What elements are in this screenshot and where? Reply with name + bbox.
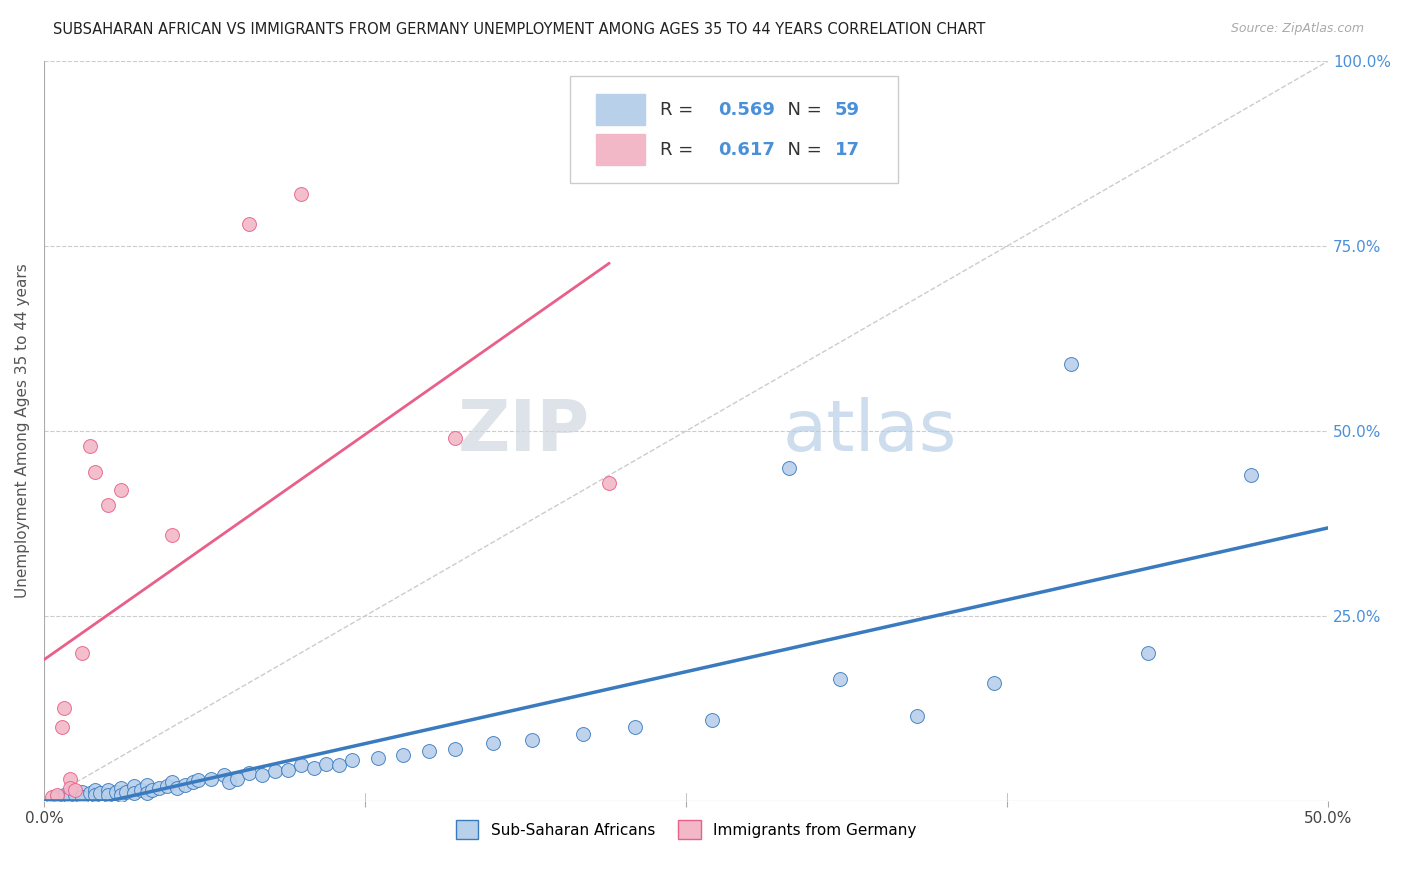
Point: [302, 761, 325, 775]
Point: [110, 788, 132, 802]
Point: [392, 747, 415, 762]
Text: N =: N =: [776, 101, 827, 119]
Point: [135, 778, 157, 792]
Point: [72, 646, 94, 660]
Point: [84, 465, 107, 479]
Point: [1137, 646, 1160, 660]
Text: 0.617: 0.617: [718, 141, 775, 159]
Text: ZIP: ZIP: [457, 397, 589, 466]
Point: [53, 788, 76, 802]
Point: [51, 720, 73, 734]
Text: R =: R =: [661, 141, 699, 159]
Point: [104, 785, 127, 799]
Legend: Sub-Saharan Africans, Immigrants from Germany: Sub-Saharan Africans, Immigrants from Ge…: [450, 814, 922, 845]
Point: [340, 753, 363, 767]
Text: R =: R =: [661, 101, 699, 119]
Point: [290, 758, 312, 772]
Point: [45, 788, 67, 802]
Point: [250, 768, 273, 782]
Point: [58, 790, 80, 805]
Point: [131, 782, 153, 797]
Point: [63, 782, 86, 797]
Text: 59: 59: [835, 101, 860, 119]
Point: [830, 672, 852, 686]
Point: [141, 782, 163, 797]
Text: SUBSAHARAN AFRICAN VS IMMIGRANTS FROM GERMANY UNEMPLOYMENT AMONG AGES 35 TO 44 Y: SUBSAHARAN AFRICAN VS IMMIGRANTS FROM GE…: [53, 22, 986, 37]
Point: [84, 788, 107, 802]
Point: [367, 751, 389, 765]
Point: [444, 431, 467, 445]
Point: [315, 756, 337, 771]
Point: [225, 772, 247, 786]
Point: [264, 764, 287, 779]
Point: [115, 785, 138, 799]
Point: [700, 713, 723, 727]
Point: [444, 742, 467, 756]
Point: [89, 787, 111, 801]
Point: [110, 483, 132, 498]
Point: [277, 763, 299, 777]
Point: [79, 787, 101, 801]
Point: [53, 701, 76, 715]
Point: [482, 736, 505, 750]
Point: [97, 788, 120, 802]
Point: [238, 765, 260, 780]
Point: [418, 743, 440, 757]
Point: [97, 782, 120, 797]
Point: [328, 758, 350, 772]
Point: [110, 780, 132, 795]
Point: [41, 790, 63, 805]
Point: [162, 527, 184, 541]
Point: [238, 217, 260, 231]
Point: [58, 772, 80, 786]
Point: [72, 785, 94, 799]
Point: [1240, 468, 1263, 483]
Point: [212, 768, 235, 782]
Point: [58, 787, 80, 801]
Bar: [596, 95, 645, 126]
Point: [174, 778, 197, 792]
Point: [45, 790, 67, 805]
Point: [187, 773, 209, 788]
Point: [520, 733, 543, 747]
Point: [1060, 358, 1083, 372]
Y-axis label: Unemployment Among Ages 35 to 44 years: Unemployment Among Ages 35 to 44 years: [15, 264, 30, 599]
Point: [148, 780, 170, 795]
Point: [84, 782, 107, 797]
Text: N =: N =: [776, 141, 827, 159]
Text: 0.569: 0.569: [718, 101, 775, 119]
Point: [97, 498, 120, 512]
Point: [218, 775, 240, 789]
Point: [290, 187, 312, 202]
Point: [156, 779, 179, 793]
Point: [166, 780, 188, 795]
Point: [983, 675, 1005, 690]
Point: [200, 772, 222, 786]
Point: [598, 475, 620, 490]
Point: [79, 439, 101, 453]
Point: [778, 461, 800, 475]
Bar: [596, 135, 645, 165]
Point: [58, 780, 80, 795]
Text: atlas: atlas: [782, 397, 956, 466]
Point: [63, 788, 86, 802]
FancyBboxPatch shape: [571, 76, 898, 183]
Point: [122, 779, 145, 793]
Point: [122, 787, 145, 801]
Point: [162, 775, 184, 789]
Point: [181, 775, 204, 789]
Text: 17: 17: [835, 141, 860, 159]
Point: [72, 790, 94, 805]
Point: [572, 727, 595, 741]
Point: [905, 708, 928, 723]
Text: Source: ZipAtlas.com: Source: ZipAtlas.com: [1230, 22, 1364, 36]
Point: [135, 787, 157, 801]
Point: [623, 720, 645, 734]
